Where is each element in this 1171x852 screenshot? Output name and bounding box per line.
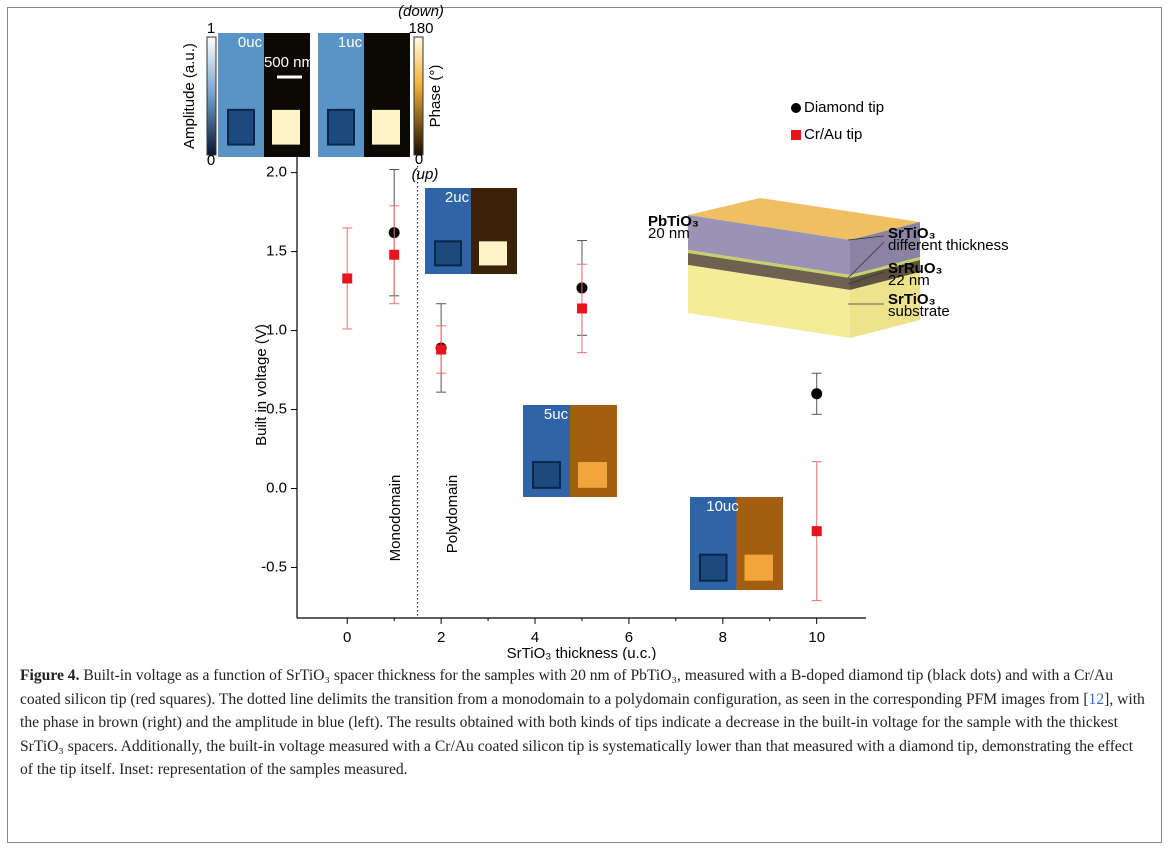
y-tick-label: 1.5 — [266, 243, 287, 260]
x-tick-label: 4 — [531, 629, 539, 646]
amplitude-square — [328, 110, 354, 145]
pfm-label: 2uc — [445, 189, 470, 206]
y-tick-label: -0.5 — [261, 558, 287, 575]
amplitude-square — [700, 555, 727, 581]
x-tick-label: 2 — [437, 629, 445, 646]
y-tick-label: 2.0 — [266, 164, 287, 181]
x-tick-label: 6 — [625, 629, 633, 646]
colorbar-tick: 1 — [207, 20, 215, 37]
layer-detail: 20 nm — [648, 225, 690, 242]
phase-colorbar — [414, 37, 423, 155]
phase-square — [479, 241, 507, 265]
legend-label: Diamond tip — [804, 99, 884, 116]
amplitude-colorbar — [207, 37, 216, 155]
phase-square — [745, 555, 774, 581]
colorbar-label: Amplitude (a.u.) — [181, 43, 198, 149]
annotation: Monodomain — [387, 475, 404, 562]
annotation: Polydomain — [444, 475, 461, 553]
data-point — [342, 273, 352, 283]
pfm-label: 10uc — [706, 498, 739, 515]
colorbar-tick: (down) — [398, 3, 444, 20]
pfm-label: 5uc — [544, 406, 569, 423]
caption: Figure 4. Built-in voltage as a function… — [20, 664, 1148, 782]
layer-detail: substrate — [888, 303, 950, 320]
layer-detail: 22 nm — [888, 272, 930, 289]
caption-ref[interactable]: 12 — [1089, 691, 1105, 708]
caption-text: Built-in voltage as a function of SrTiO₃… — [20, 667, 1113, 708]
colorbar-label: Phase (°) — [427, 65, 444, 128]
phase-square — [578, 462, 607, 488]
data-point — [577, 303, 587, 313]
phase-square — [272, 110, 300, 145]
colorbar-tick: (up) — [412, 166, 439, 183]
colorbar-tick: 0 — [207, 152, 215, 169]
data-point — [812, 526, 822, 536]
amplitude-square — [533, 462, 560, 488]
colorbar-tick: 180 — [408, 20, 433, 37]
y-tick-label: 0.0 — [266, 479, 287, 496]
amplitude-square — [228, 110, 254, 145]
pfm-label: 0uc — [238, 34, 263, 51]
caption-label: Figure 4. — [20, 667, 79, 684]
legend-label: Cr/Au tip — [804, 126, 862, 143]
y-axis-label: Built in voltage (V) — [253, 324, 270, 446]
pfm-label: 1uc — [338, 34, 363, 51]
data-point — [811, 388, 822, 399]
x-tick-label: 0 — [343, 629, 351, 646]
legend-marker — [791, 130, 801, 140]
x-tick-label: 10 — [808, 629, 825, 646]
amplitude-square — [435, 241, 461, 265]
legend-marker — [791, 103, 801, 113]
scale-bar-label: 500 nm — [264, 54, 314, 71]
phase-square — [372, 110, 400, 145]
layer-detail: different thickness — [888, 237, 1009, 254]
x-axis-label: SrTiO₃ thickness (u.c.) — [507, 645, 657, 660]
data-point — [436, 345, 446, 355]
x-tick-label: 8 — [719, 629, 727, 646]
data-point — [389, 250, 399, 260]
page: PbTiO₃20 nmSrTiO₃different thicknessSrRu… — [0, 0, 1171, 852]
